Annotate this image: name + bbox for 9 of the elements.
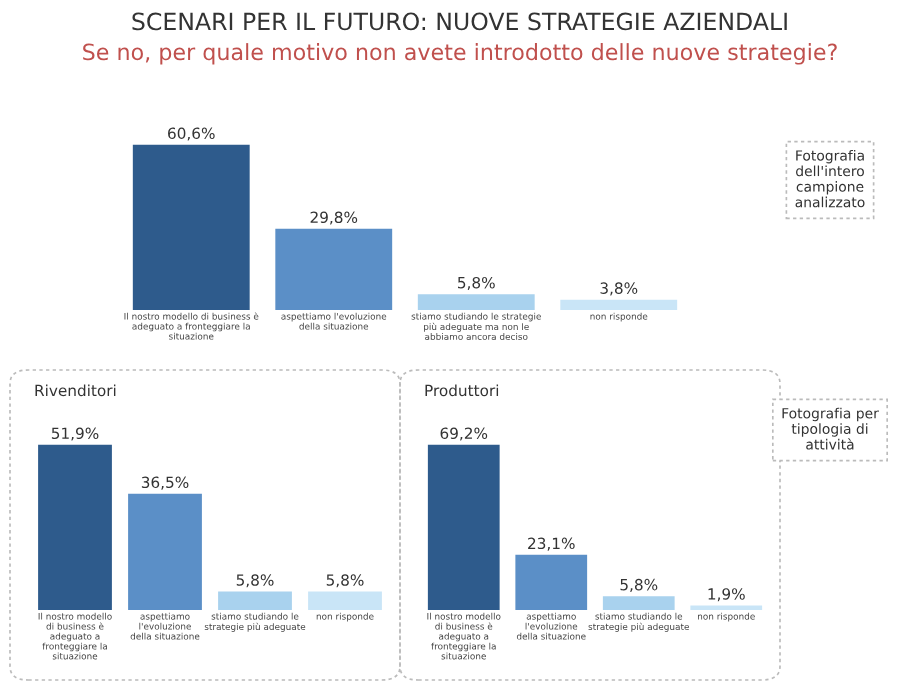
chart-title: SCENARI PER IL FUTURO: NUOVE STRATEGIE AZIENDALI xyxy=(132,12,787,31)
bar xyxy=(560,299,678,310)
bar xyxy=(275,228,393,310)
bar xyxy=(602,596,675,610)
bar xyxy=(417,294,535,310)
chart-subtitle: Se no, per quale motivo non avete introdotto delle nuove strategie? xyxy=(83,43,837,65)
bar xyxy=(427,444,500,610)
bar xyxy=(515,554,588,610)
bar xyxy=(132,144,250,310)
